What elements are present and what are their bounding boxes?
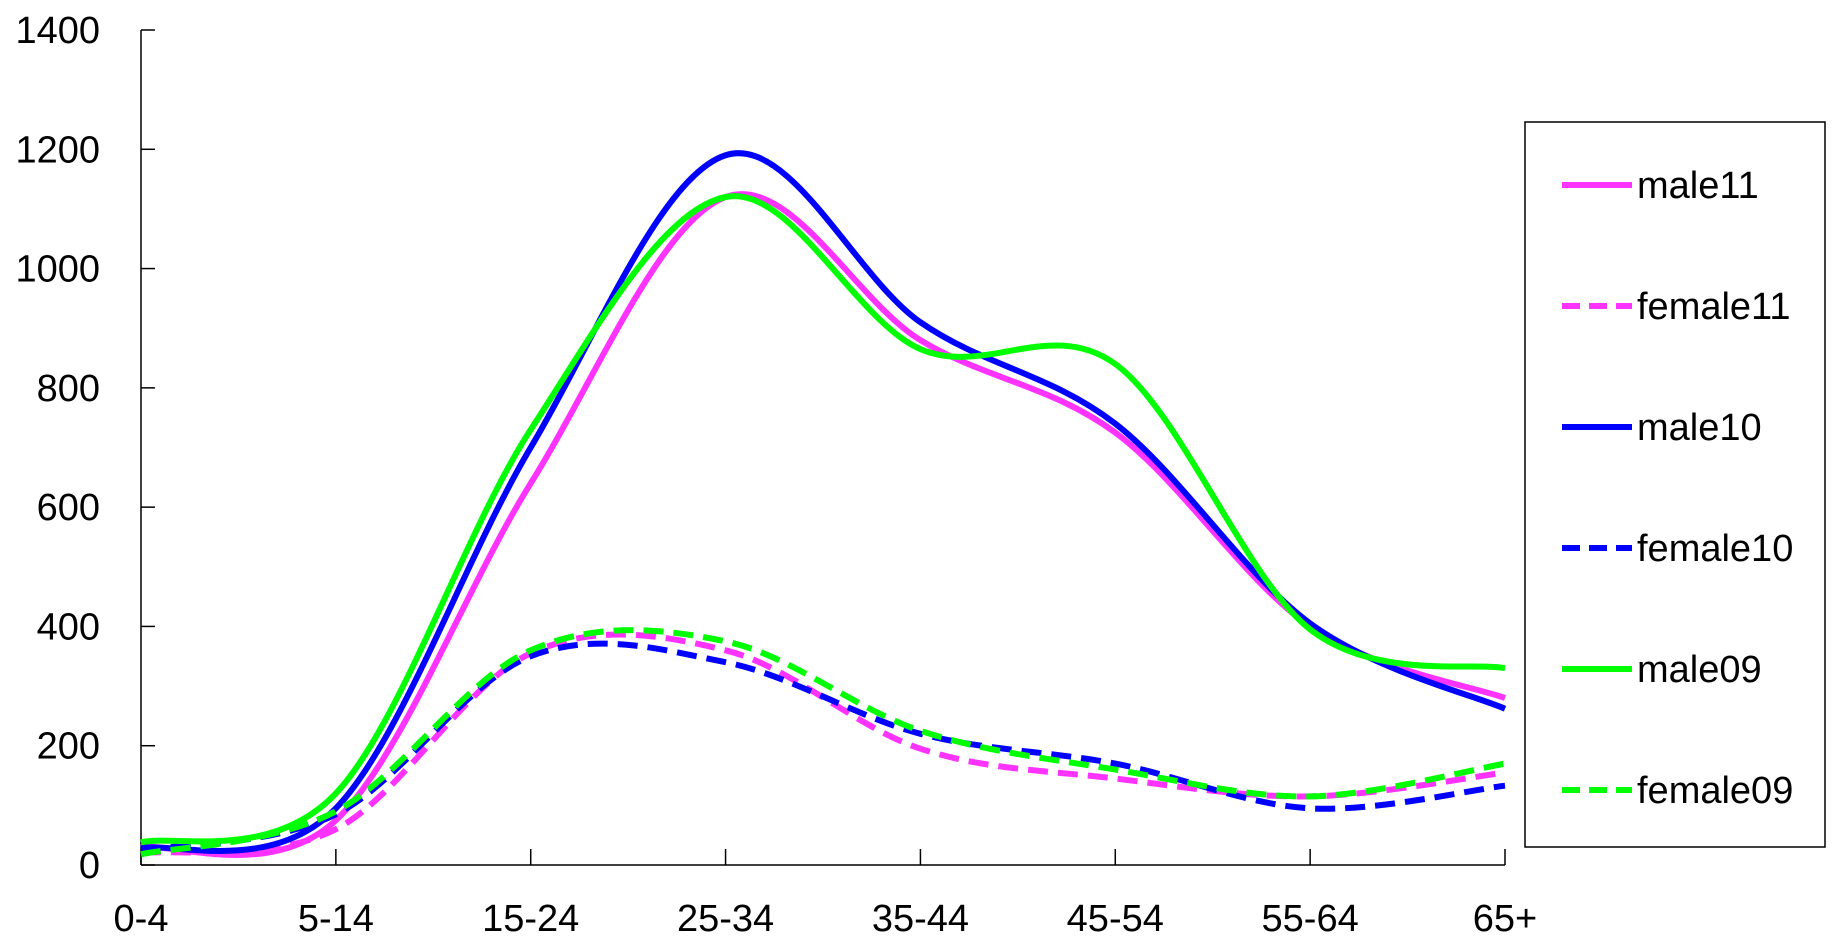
- x-tick-label: 0-4: [114, 898, 169, 936]
- series-line-female11: [140, 631, 1506, 857]
- series-line-female09: [140, 627, 1506, 858]
- legend: male11 female11 male10 female10 male09 female…: [1524, 121, 1826, 848]
- y-tick-label: 800: [37, 368, 100, 410]
- y-tick-label: 200: [37, 726, 100, 768]
- x-tick-label: 65+: [1473, 898, 1537, 936]
- x-tick-label: 35-44: [872, 898, 969, 936]
- legend-label-male09: male09: [1637, 649, 1762, 691]
- y-tick-label: 1000: [15, 249, 100, 291]
- series-line-female10: [140, 640, 1506, 854]
- series-lines: [140, 150, 1507, 858]
- y-tick-label: 0: [79, 845, 100, 887]
- y-tick-label: 600: [37, 487, 100, 529]
- y-tick-label: 400: [37, 606, 100, 648]
- x-tick-label: 5-14: [298, 898, 374, 936]
- x-tick-label: 15-24: [482, 898, 579, 936]
- legend-label-female09: female09: [1637, 770, 1793, 812]
- legend-label-female10: female10: [1637, 528, 1793, 570]
- legend-box: [1524, 121, 1826, 848]
- x-tick-label: 25-34: [677, 898, 774, 936]
- x-tick-label: 55-64: [1262, 898, 1359, 936]
- y-tick-label: 1400: [15, 10, 100, 52]
- legend-label-female11: female11: [1637, 286, 1791, 328]
- axes: 0 200 400 600 800 1000 1200 1400 0-4 5-14 15-24 25-…: [15, 10, 1537, 936]
- series-line-male09: [140, 193, 1506, 846]
- series-line-male11: [140, 191, 1507, 858]
- legend-label-male10: male10: [1637, 407, 1762, 449]
- y-tick-label: 1200: [15, 129, 100, 171]
- series-line-male10: [140, 150, 1507, 854]
- x-tick-label: 45-54: [1067, 898, 1164, 936]
- legend-label-male11: male11: [1637, 165, 1759, 207]
